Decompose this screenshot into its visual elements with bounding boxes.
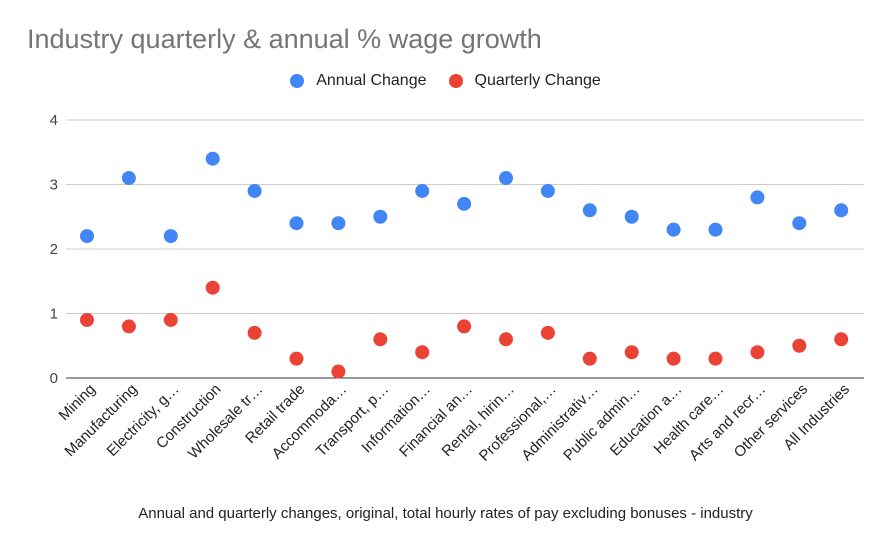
quarterly-point[interactable] (163, 312, 178, 327)
x-tick-label: Rental, hirin… (439, 381, 518, 460)
legend-label-quarterly: Quarterly Change (474, 72, 601, 89)
annual-point[interactable] (373, 209, 388, 224)
quarterly-point[interactable] (792, 338, 807, 353)
y-tick-label: 0 (50, 370, 58, 387)
quarterly-point[interactable] (540, 325, 555, 340)
quarterly-point[interactable] (205, 280, 220, 295)
quarterly-point[interactable] (289, 351, 304, 366)
y-tick-label: 3 (50, 177, 58, 194)
quarterly-point[interactable] (415, 345, 430, 360)
quarterly-point[interactable] (247, 325, 262, 340)
x-tick-label: Financial an… (396, 381, 476, 461)
y-tick-label: 2 (50, 241, 58, 258)
annual-point[interactable] (163, 229, 178, 244)
legend-label-annual: Annual Change (316, 72, 427, 89)
legend-item-quarterly[interactable]: Quarterly Change (448, 72, 601, 90)
annual-point[interactable] (331, 216, 346, 231)
quarterly-point[interactable] (624, 345, 639, 360)
annual-point[interactable] (582, 203, 597, 218)
legend: Annual Change Quarterly Change (0, 72, 891, 90)
legend-item-annual[interactable]: Annual Change (290, 72, 427, 90)
x-tick-label: Other services (731, 381, 811, 461)
quarterly-point[interactable] (331, 364, 346, 379)
annual-point[interactable] (121, 171, 136, 186)
legend-marker-annual (290, 74, 305, 88)
x-tick-label: Electricity, g… (104, 381, 183, 460)
y-tick-label: 1 (50, 306, 58, 323)
quarterly-point[interactable] (834, 332, 849, 347)
annual-point[interactable] (247, 183, 262, 198)
annual-point[interactable] (205, 151, 220, 166)
annual-point[interactable] (289, 216, 304, 231)
x-axis-title: Annual and quarterly changes, original, … (138, 505, 753, 522)
annual-point[interactable] (750, 190, 765, 205)
y-tick-label: 4 (50, 112, 58, 129)
quarterly-point[interactable] (80, 312, 94, 327)
quarterly-point[interactable] (373, 332, 388, 347)
annual-point[interactable] (540, 183, 555, 198)
annual-point[interactable] (499, 171, 513, 186)
quarterly-point[interactable] (457, 319, 472, 334)
annual-point[interactable] (624, 209, 639, 224)
quarterly-point[interactable] (666, 351, 681, 366)
quarterly-point[interactable] (582, 351, 597, 366)
annual-point[interactable] (457, 196, 472, 211)
quarterly-point[interactable] (121, 319, 136, 334)
legend-marker-quarterly (448, 74, 463, 88)
annual-point[interactable] (666, 222, 681, 237)
quarterly-point[interactable] (750, 345, 765, 360)
quarterly-point[interactable] (708, 351, 723, 366)
chart-title: Industry quarterly & annual % wage growt… (27, 24, 542, 54)
annual-point[interactable] (80, 229, 94, 244)
x-tick-label: Manufacturing (61, 381, 140, 460)
annual-point[interactable] (834, 203, 849, 218)
annual-point[interactable] (792, 216, 807, 231)
annual-point[interactable] (415, 183, 430, 198)
annual-point[interactable] (708, 222, 723, 237)
x-tick-label: Transport, p… (313, 381, 392, 460)
quarterly-point[interactable] (499, 332, 513, 347)
